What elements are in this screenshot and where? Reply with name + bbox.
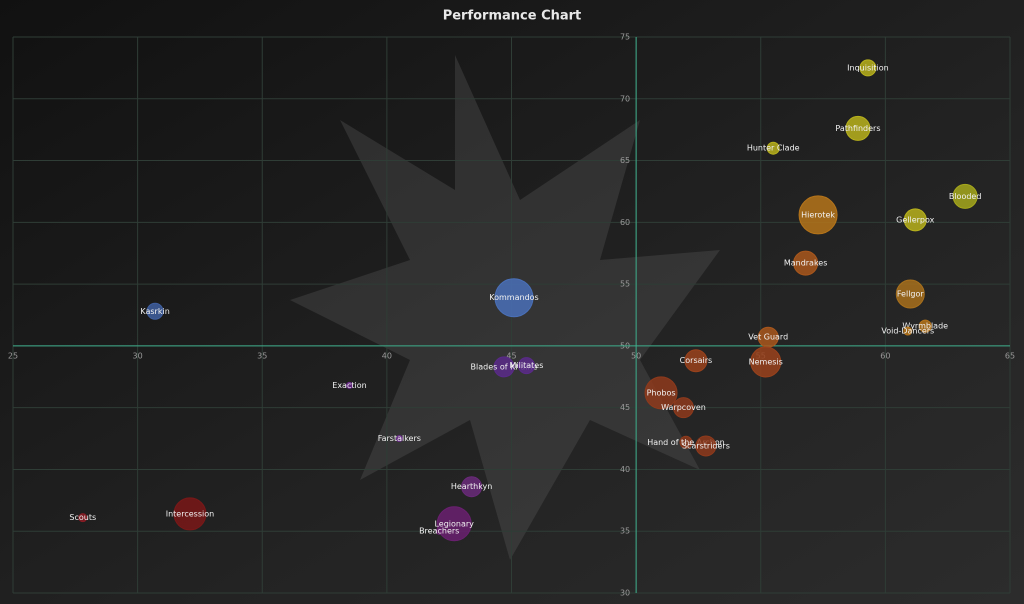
- point-label: Pathfinders: [835, 124, 880, 133]
- point-label: Hearthkyn: [451, 482, 493, 491]
- y-tick-label: 30: [620, 589, 630, 598]
- bubble: [644, 376, 678, 410]
- x-tick-label: 40: [382, 351, 392, 360]
- bubble: [766, 141, 780, 155]
- bubble: [146, 302, 164, 320]
- bubble: [903, 326, 913, 336]
- point-label: Scarstriders: [682, 441, 730, 450]
- point-label: Hunter Clade: [747, 144, 800, 153]
- y-tick-label: 35: [620, 527, 630, 536]
- bubble: [493, 356, 515, 378]
- x-tick-label: 30: [133, 351, 143, 360]
- bubble: [845, 115, 871, 141]
- bubble: [684, 349, 708, 373]
- point-label: Hand of the Archon: [647, 438, 725, 447]
- bubble: [395, 435, 403, 443]
- point-label: Kommandos: [489, 293, 538, 302]
- y-tick-label: 60: [620, 218, 630, 227]
- bubble: [78, 513, 88, 523]
- chart-title: Performance Chart: [443, 9, 582, 24]
- bubble: [435, 527, 443, 535]
- y-tick-label: 40: [620, 465, 630, 474]
- y-tick-label: 65: [620, 156, 630, 165]
- point-label: Fellgor: [897, 289, 925, 298]
- bubble: [952, 183, 978, 209]
- y-tick-label: 45: [620, 403, 630, 412]
- bubble: [798, 195, 838, 235]
- bubble: [895, 279, 925, 309]
- point-label: Breachers: [419, 527, 459, 536]
- bubble: [345, 381, 353, 389]
- bubble: [494, 278, 534, 318]
- point-label: Mandrakes: [784, 259, 828, 268]
- point-label: Farstalkers: [378, 434, 421, 443]
- point-label: Wyrmblade: [902, 322, 948, 331]
- point-label: Void-Dancers: [881, 327, 934, 336]
- bubble: [859, 59, 877, 77]
- bubble: [679, 435, 693, 449]
- bubble: [436, 506, 472, 542]
- point-label: Warpcoven: [661, 403, 706, 412]
- bubble: [695, 435, 717, 457]
- y-tick-label: 75: [620, 33, 630, 42]
- x-tick-label: 45: [506, 351, 516, 360]
- bubble: [173, 497, 207, 531]
- point-label: Intercession: [166, 509, 214, 518]
- x-tick-label: 60: [880, 351, 890, 360]
- point-label: Legionary: [434, 519, 474, 528]
- bubble: [461, 476, 483, 498]
- point-label: Blooded: [949, 192, 982, 201]
- x-tick-label: 65: [1005, 351, 1015, 360]
- bubble: [918, 319, 932, 333]
- y-tick-label: 55: [620, 280, 630, 289]
- point-label: Blades of Khaine: [471, 362, 538, 371]
- point-label: Inquisition: [847, 63, 889, 72]
- point-label: Gellerpox: [896, 215, 935, 224]
- bubble: [903, 208, 927, 232]
- point-label: Kasrkin: [140, 307, 169, 316]
- point-label: Corsairs: [680, 356, 713, 365]
- bubble: [517, 357, 535, 375]
- point-label: Exaction: [332, 381, 366, 390]
- point-label: Vet Guard: [748, 333, 788, 342]
- y-tick-label: 70: [620, 94, 630, 103]
- point-label: Militates: [510, 361, 544, 370]
- bubble: [672, 397, 694, 419]
- x-tick-label: 25: [8, 351, 18, 360]
- bubble: [793, 250, 819, 276]
- bubble: [750, 346, 782, 378]
- point-label: Scouts: [69, 513, 96, 522]
- point-label: Hierotek: [801, 210, 835, 219]
- point-label: Nemesis: [749, 357, 783, 366]
- x-tick-label: 35: [257, 351, 267, 360]
- point-label: Phobos: [647, 388, 676, 397]
